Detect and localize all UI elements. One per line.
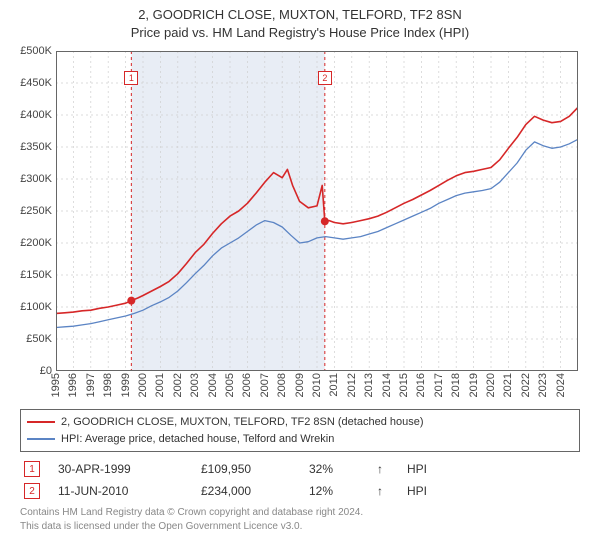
event-date: 30-APR-1999	[58, 462, 183, 476]
x-tick-label: 2021	[502, 373, 514, 397]
x-tick-label: 2007	[259, 373, 271, 397]
event-pct: 32%	[309, 462, 359, 476]
x-tick-label: 2019	[468, 373, 480, 397]
x-tick-label: 1997	[85, 373, 97, 397]
y-tick-label: £150K	[20, 269, 52, 281]
legend-label: 2, GOODRICH CLOSE, MUXTON, TELFORD, TF2 …	[61, 414, 424, 431]
y-tick-label: £50K	[26, 333, 52, 345]
legend-item: HPI: Average price, detached house, Telf…	[27, 431, 573, 448]
x-tick-label: 2013	[363, 373, 375, 397]
y-tick-label: £200K	[20, 237, 52, 249]
x-tick-label: 2024	[555, 373, 567, 397]
x-tick-label: 1999	[120, 373, 132, 397]
legend-box: 2, GOODRICH CLOSE, MUXTON, TELFORD, TF2 …	[20, 409, 580, 452]
footer-line1: Contains HM Land Registry data © Crown c…	[20, 506, 580, 520]
y-tick-label: £300K	[20, 173, 52, 185]
event-price: £234,000	[201, 484, 291, 498]
legend-label: HPI: Average price, detached house, Telf…	[61, 431, 334, 448]
legend-swatch	[27, 421, 55, 423]
event-ref: HPI	[407, 484, 427, 498]
x-tick-label: 2002	[172, 373, 184, 397]
title-line2: Price paid vs. HM Land Registry's House …	[10, 24, 590, 42]
event-row: 1 30-APR-1999 £109,950 32% ↑ HPI	[20, 458, 580, 480]
y-tick-label: £450K	[20, 77, 52, 89]
footer-text: Contains HM Land Registry data © Crown c…	[20, 506, 580, 533]
x-tick-label: 2000	[137, 373, 149, 397]
x-tick-label: 1998	[102, 373, 114, 397]
y-tick-label: £350K	[20, 141, 52, 153]
x-tick-label: 2022	[520, 373, 532, 397]
arrow-up-icon: ↑	[377, 484, 389, 498]
legend-swatch	[27, 438, 55, 440]
x-axis-labels: 1995199619971998199920002001200220032004…	[56, 373, 578, 405]
event-number-box: 2	[24, 483, 40, 499]
chart-title-block: 2, GOODRICH CLOSE, MUXTON, TELFORD, TF2 …	[10, 6, 590, 41]
x-tick-label: 2011	[328, 373, 340, 397]
y-tick-label: £500K	[20, 45, 52, 57]
plot-region: 12	[56, 51, 578, 371]
x-tick-label: 2004	[207, 373, 219, 397]
event-marker-1: 1	[124, 71, 138, 85]
event-price: £109,950	[201, 462, 291, 476]
plot-svg	[56, 51, 578, 371]
event-row: 2 11-JUN-2010 £234,000 12% ↑ HPI	[20, 480, 580, 502]
arrow-up-icon: ↑	[377, 462, 389, 476]
x-tick-label: 2005	[224, 373, 236, 397]
legend-item: 2, GOODRICH CLOSE, MUXTON, TELFORD, TF2 …	[27, 414, 573, 431]
title-line1: 2, GOODRICH CLOSE, MUXTON, TELFORD, TF2 …	[10, 6, 590, 24]
y-tick-label: £100K	[20, 301, 52, 313]
x-tick-label: 2023	[537, 373, 549, 397]
x-tick-label: 2015	[398, 373, 410, 397]
x-tick-label: 2017	[433, 373, 445, 397]
x-tick-label: 2008	[276, 373, 288, 397]
x-tick-label: 2006	[241, 373, 253, 397]
events-table: 1 30-APR-1999 £109,950 32% ↑ HPI 2 11-JUN-2010 £…	[20, 458, 580, 502]
footer-line2: This data is licensed under the Open Gov…	[20, 520, 580, 534]
x-tick-label: 2016	[415, 373, 427, 397]
x-tick-label: 2010	[311, 373, 323, 397]
x-tick-label: 2014	[381, 373, 393, 397]
event-marker-2: 2	[318, 71, 332, 85]
x-tick-label: 2020	[485, 373, 497, 397]
y-tick-label: £250K	[20, 205, 52, 217]
x-tick-label: 2003	[189, 373, 201, 397]
y-tick-label: £400K	[20, 109, 52, 121]
event-number-box: 1	[24, 461, 40, 477]
y-axis-labels: £0£50K£100K£150K£200K£250K£300K£350K£400…	[10, 51, 54, 371]
x-tick-label: 2012	[346, 373, 358, 397]
x-tick-label: 1995	[50, 373, 62, 397]
x-tick-label: 2018	[450, 373, 462, 397]
event-pct: 12%	[309, 484, 359, 498]
chart-area: £0£50K£100K£150K£200K£250K£300K£350K£400…	[10, 45, 590, 405]
event-date: 11-JUN-2010	[58, 484, 183, 498]
x-tick-label: 2009	[294, 373, 306, 397]
x-tick-label: 2001	[154, 373, 166, 397]
x-tick-label: 1996	[67, 373, 79, 397]
event-ref: HPI	[407, 462, 427, 476]
